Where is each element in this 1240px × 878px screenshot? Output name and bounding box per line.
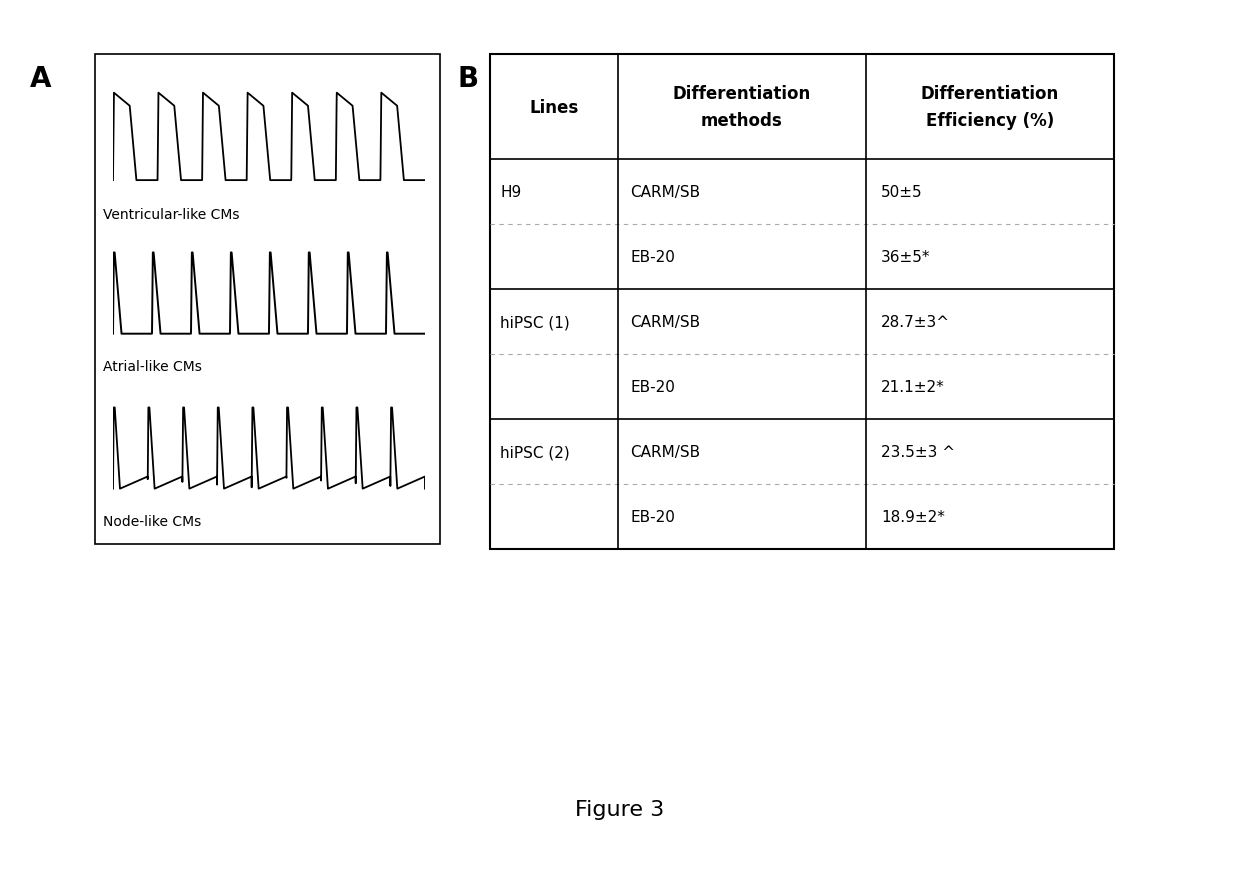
Text: CARM/SB: CARM/SB <box>630 184 701 200</box>
Bar <box>95 55 440 544</box>
Text: 28.7±3^: 28.7±3^ <box>880 314 950 329</box>
Text: EB-20: EB-20 <box>630 509 675 524</box>
Text: Differentiation
Efficiency (%): Differentiation Efficiency (%) <box>921 85 1059 130</box>
Text: 21.1±2*: 21.1±2* <box>880 379 945 394</box>
Text: 23.5±3 ^: 23.5±3 ^ <box>880 444 955 459</box>
Text: Figure 3: Figure 3 <box>575 799 665 819</box>
Text: 36±5*: 36±5* <box>880 249 930 264</box>
Text: Node-like CMs: Node-like CMs <box>103 515 201 529</box>
Text: EB-20: EB-20 <box>630 249 675 264</box>
Text: A: A <box>30 65 52 93</box>
Text: 18.9±2*: 18.9±2* <box>880 509 945 524</box>
Text: Lines: Lines <box>529 98 579 117</box>
Text: Ventricular-like CMs: Ventricular-like CMs <box>103 208 239 222</box>
Text: EB-20: EB-20 <box>630 379 675 394</box>
Text: CARM/SB: CARM/SB <box>630 314 701 329</box>
Bar <box>490 55 1114 550</box>
Text: B: B <box>458 65 479 93</box>
Text: 50±5: 50±5 <box>880 184 923 200</box>
Text: H9: H9 <box>500 184 521 200</box>
Text: CARM/SB: CARM/SB <box>630 444 701 459</box>
Text: Atrial-like CMs: Atrial-like CMs <box>103 360 202 373</box>
Text: hiPSC (2): hiPSC (2) <box>500 444 569 459</box>
Text: Differentiation
methods: Differentiation methods <box>673 85 811 130</box>
Text: hiPSC (1): hiPSC (1) <box>500 314 569 329</box>
